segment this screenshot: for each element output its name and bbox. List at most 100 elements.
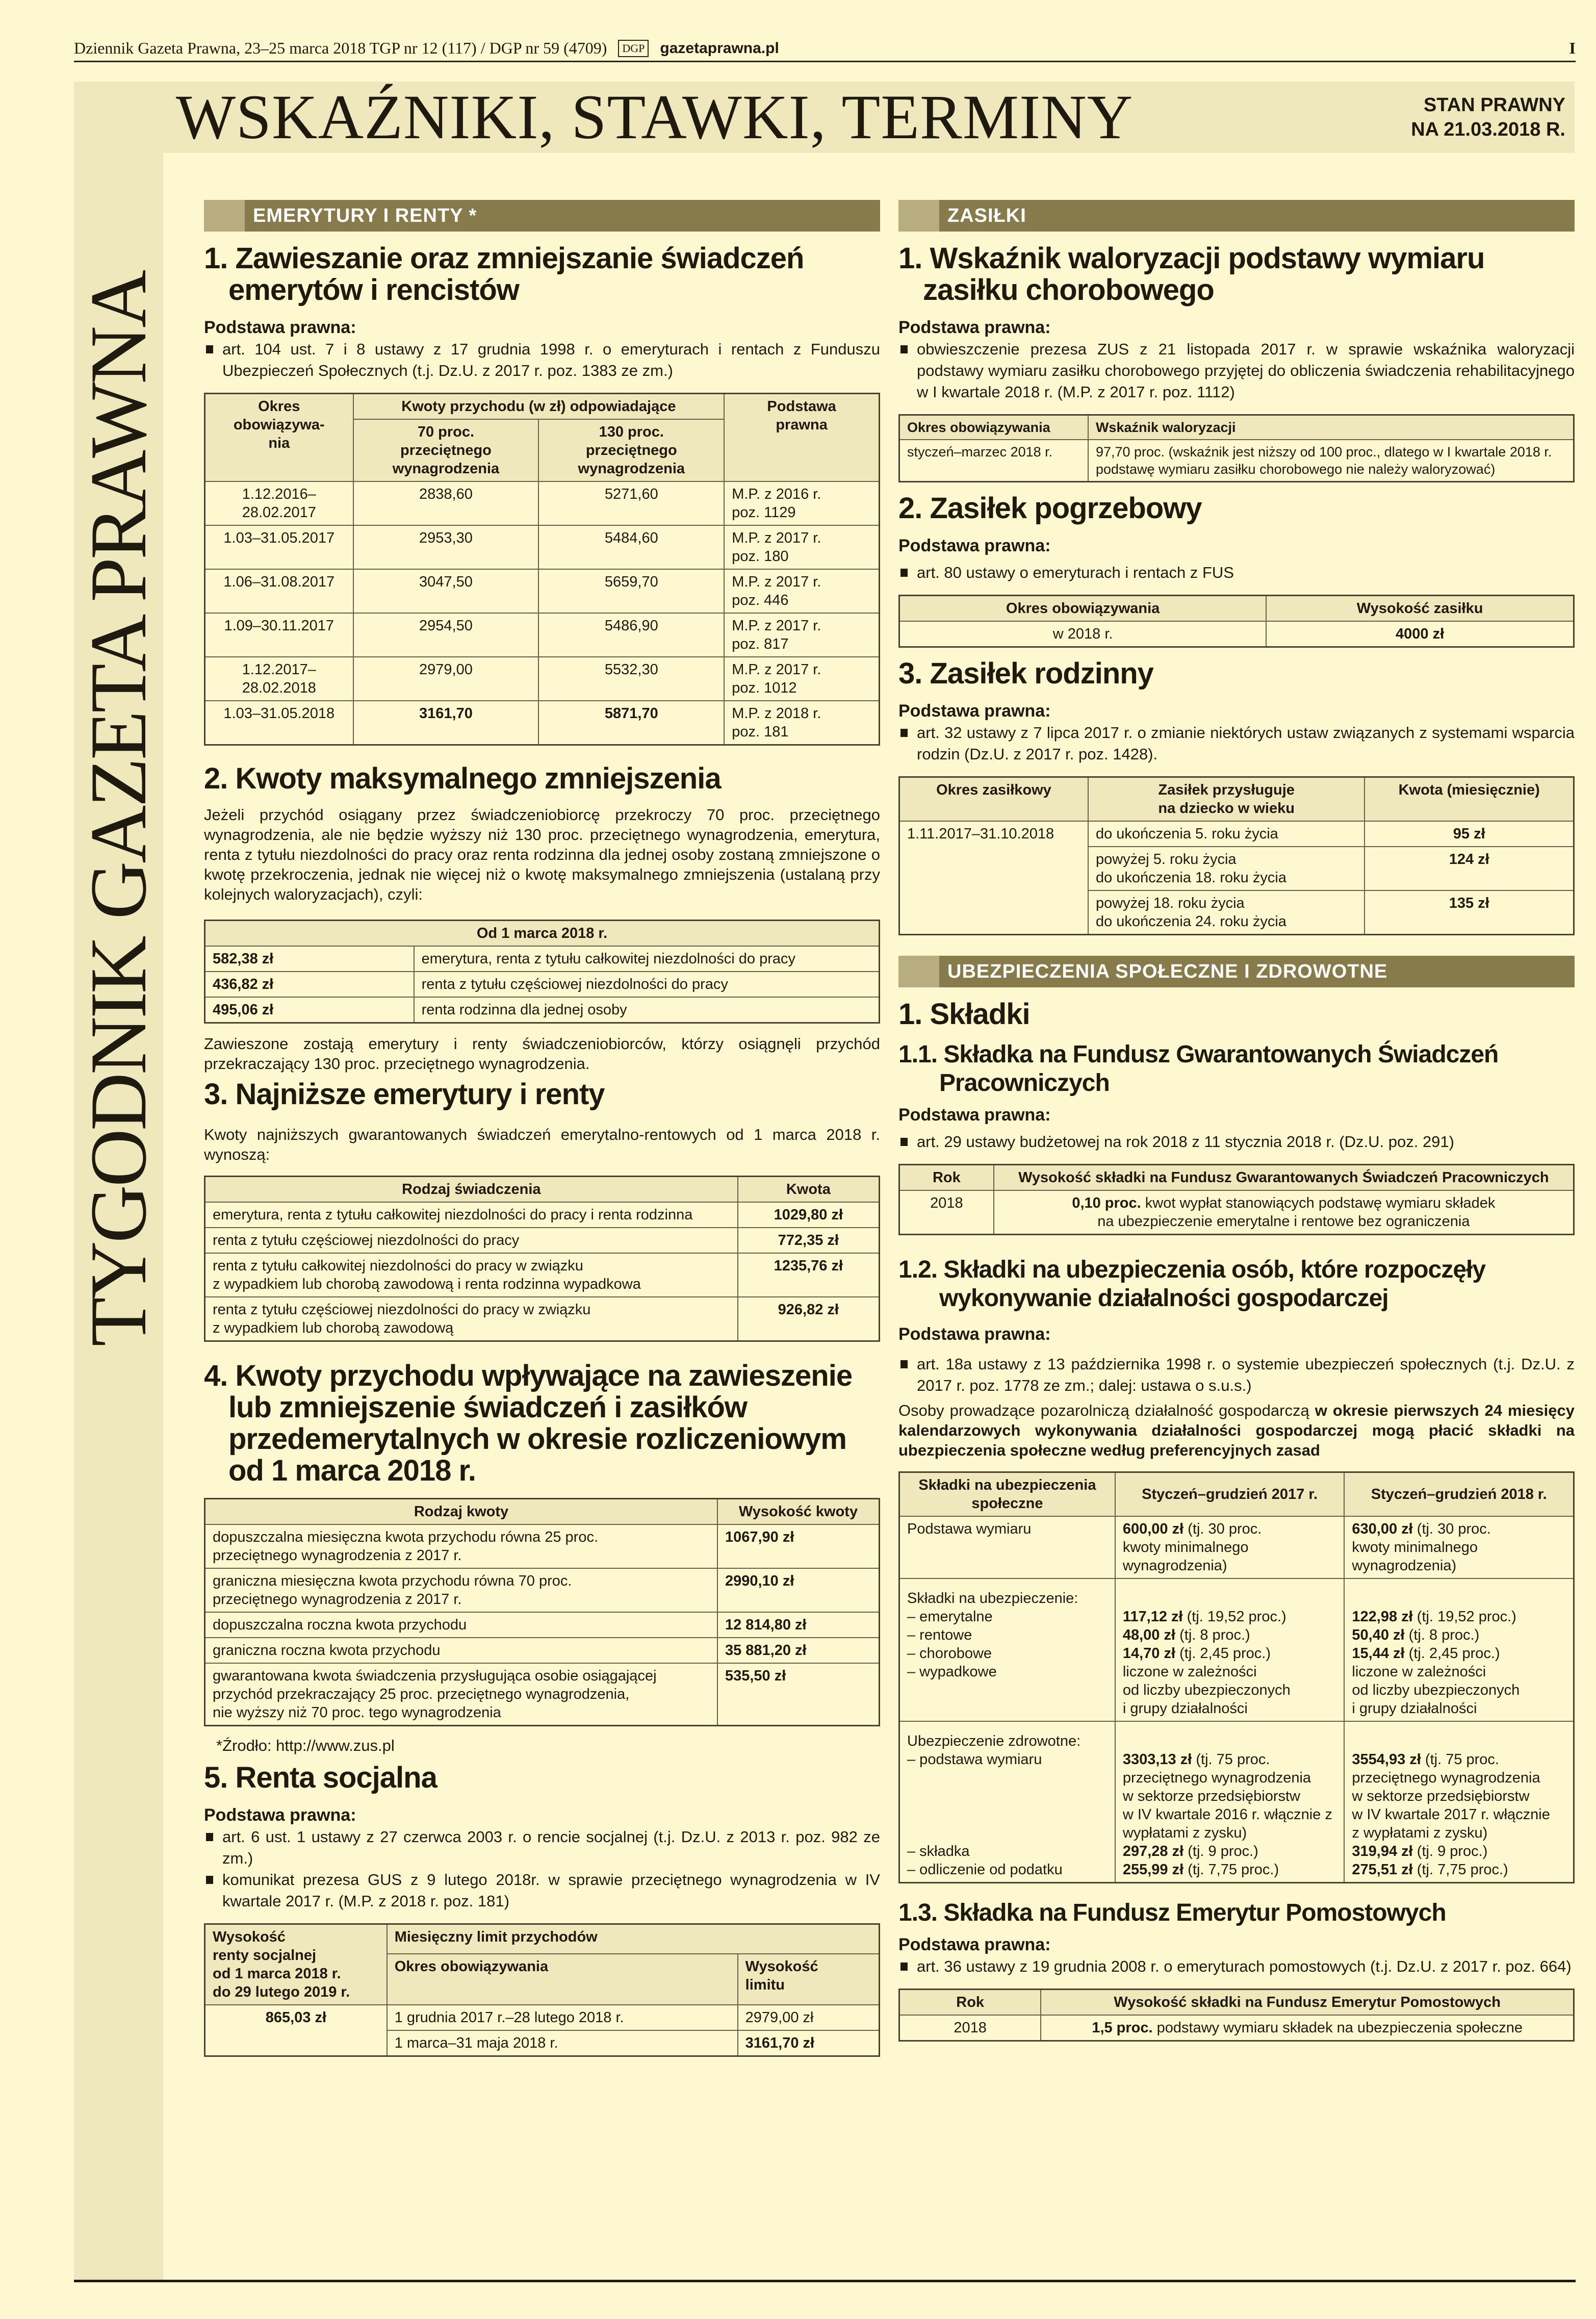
cell: 436,82 zł [204, 971, 415, 998]
th: Kwota (miesięcznie) [1364, 776, 1575, 822]
value-line: 3303,13 zł (tj. 75 proc. przeciętnego wy… [1123, 1750, 1337, 1842]
side-band [74, 82, 163, 2280]
th: Okres obowiązywa- nia [204, 393, 354, 482]
value-bold: 319,94 zł [1352, 1843, 1413, 1859]
cell: 97,70 proc. (wskaźnik jest niższy od 100… [1087, 439, 1575, 482]
table-row: gwarantowana kwota świadczenia przysługu… [204, 1663, 880, 1726]
section-header: UBEZPIECZENIA SPOŁECZNE I ZDROWOTNE [898, 956, 1575, 987]
table-row: 1.03–31.05.2017 2953,30 5484,60 M.P. z 2017… [204, 525, 880, 570]
section-header: EMERYTURY I RENTY * [204, 200, 880, 232]
table-row: graniczna roczna kwota przychodu 35 881,2… [204, 1637, 880, 1664]
cell: powyżej 5. roku życia do ukończenia 18. … [1087, 846, 1366, 891]
cell: 3047,50 [352, 569, 539, 614]
cell: emerytura, renta z tytułu całkowitej nie… [413, 946, 880, 972]
cell: 122,98 zł (tj. 19,52 proc.) 50,40 zł (tj.… [1344, 1578, 1575, 1722]
table-row: dopuszczalna miesięczna kwota przychodu … [204, 1524, 880, 1569]
legal-status: STAN PRAWNY NA 21.03.2018 R. [1411, 93, 1565, 142]
legal-basis-label: Podstawa prawna: [898, 701, 1051, 721]
th: Okres obowiązywania [898, 414, 1089, 440]
cell: dopuszczalna roczna kwota przychodu [204, 1612, 718, 1638]
value-bold: 275,51 zł [1352, 1862, 1413, 1878]
cell: 1.03–31.05.2018 [204, 700, 354, 746]
th: Miesięczny limit przychodów [386, 1923, 880, 1955]
legal-basis-label: Podstawa prawna: [204, 318, 356, 337]
cell: 124 zł [1364, 846, 1575, 891]
cell: 2018 [898, 1190, 994, 1235]
cell: 2990,10 zł [716, 1568, 880, 1613]
table-row: emerytura, renta z tytułu całkowitej nie… [204, 1202, 880, 1228]
th: Składki na ubezpieczenia społeczne [898, 1471, 1116, 1517]
cell: M.P. z 2017 r. poz. 446 [724, 569, 880, 614]
value-bold: 48,00 zł [1122, 1627, 1176, 1643]
value-text: (tj. 75 proc. przeciętnego wynagrodzenia… [1352, 1751, 1550, 1841]
cell: 1.03–31.05.2017 [204, 525, 354, 570]
value-text: (tj. 19,52 proc.) [1412, 1609, 1516, 1625]
heading: 1. Wskaźnik waloryzacji podstawy wymiaru… [898, 242, 1485, 307]
value-bold: 3554,93 zł [1352, 1751, 1421, 1768]
table-row: 495,06 zł renta rodzinna dla jednej osoby [204, 997, 880, 1024]
legal-basis-label: Podstawa prawna: [898, 1324, 1051, 1344]
cell: M.P. z 2017 r. poz. 1012 [724, 656, 880, 701]
th: Styczeń–grudzień 2018 r. [1344, 1471, 1575, 1517]
cell: M.P. z 2018 r. poz. 181 [724, 700, 880, 746]
table-funeral-allowance: Okres obowiązywania Wysokość zasiłku w 20… [898, 595, 1575, 648]
table-row: 2018 1,5 proc. podstawy wymiaru składek n… [898, 2015, 1575, 2042]
paragraph: Osoby prowadzące pozarolniczą działalnoś… [898, 1400, 1575, 1460]
value-bold: 1,5 proc. [1092, 2020, 1153, 2036]
bullet: komunikat prezesa GUS z 9 lutego 2018r. … [204, 1869, 880, 1912]
bullet: art. 29 ustawy budżetowej na rok 2018 z … [898, 1131, 1575, 1153]
cell: 5486,90 [538, 613, 725, 657]
value-line: 48,00 zł (tj. 8 proc.) [1123, 1626, 1337, 1644]
value-text: kwot wypłat stanowiących podstawę wymiar… [1097, 1195, 1496, 1230]
value-text: (tj. 2,45 proc.) [1175, 1645, 1271, 1662]
cell: 600,00 zł (tj. 30 proc. kwoty minimalneg… [1114, 1516, 1345, 1579]
masthead: Dziennik Gazeta Prawna, 23–25 marca 2018… [74, 36, 1576, 62]
bottom-rule [74, 2280, 1576, 2282]
value-line: 319,94 zł (tj. 9 proc.) [1352, 1842, 1566, 1861]
table-row: Ubezpieczenie zdrowotne: – podstawa wymi… [898, 1721, 1575, 1883]
heading: 3. Zasiłek rodzinny [898, 657, 1154, 690]
cell: 117,12 zł (tj. 19,52 proc.) 48,00 zł (tj.… [1114, 1578, 1345, 1722]
paragraph-text: Osoby prowadzące pozarolniczą działalnoś… [898, 1401, 1315, 1419]
value-text: (tj. 9 proc.) [1183, 1843, 1258, 1859]
right-column: ZASIŁKI 1. Wskaźnik waloryzacji podstawy… [898, 200, 1575, 2052]
cell: 5271,60 [538, 481, 725, 526]
table-row: renta z tytułu częściowej niezdolności d… [204, 1296, 880, 1342]
value-line: 117,12 zł (tj. 19,52 proc.) [1123, 1608, 1337, 1626]
cell: 1.11.2017–31.10.2018 [898, 821, 1089, 935]
value-text: (tj. 7,75 proc.) [1412, 1862, 1508, 1878]
table-valorization: Okres obowiązywania Wskaźnik waloryzacji … [898, 414, 1575, 482]
cell: Podstawa wymiaru [898, 1516, 1116, 1579]
value-bold: 3303,13 zł [1122, 1751, 1192, 1768]
cell: 3554,93 zł (tj. 75 proc. przeciętnego wy… [1344, 1721, 1575, 1883]
cell: 1 marca–31 maja 2018 r. [386, 2030, 738, 2057]
cell: emerytura, renta z tytułu całkowitej nie… [204, 1202, 738, 1228]
cell: 5659,70 [538, 569, 725, 614]
cell: M.P. z 2016 r. poz. 1129 [724, 481, 880, 526]
cell: 1235,76 zł [737, 1253, 880, 1297]
table-social-pension: Wysokość renty socjalnej od 1 marca 2018… [204, 1923, 880, 2057]
value-text: (tj. 9 proc.) [1412, 1843, 1488, 1859]
th: Od 1 marca 2018 r. [204, 920, 880, 947]
th: Wysokość zasiłku [1266, 595, 1575, 622]
value-line: 122,98 zł (tj. 19,52 proc.) [1352, 1608, 1566, 1626]
table-row: graniczna miesięczna kwota przychodu rów… [204, 1568, 880, 1613]
value-line: 15,44 zł (tj. 2,45 proc.) [1352, 1644, 1566, 1663]
value-bold: 15,44 zł [1352, 1645, 1405, 1662]
value-line: 50,40 zł (tj. 8 proc.) [1352, 1626, 1566, 1644]
source-note: *Źrodło: http://www.zus.pl [216, 1737, 395, 1754]
table-family-allowance: Okres zasiłkowy Zasiłek przysługuje na dz… [898, 776, 1575, 935]
section-label: ZASIŁKI [939, 200, 1575, 232]
bullet: art. 36 ustawy z 19 grudnia 2008 r. o em… [898, 1956, 1575, 1977]
cell: 1067,90 zł [716, 1524, 880, 1569]
cell: renta z tytułu częściowej niezdolności d… [413, 971, 880, 998]
heading: 2. Zasiłek pogrzebowy [898, 492, 1202, 525]
cell: 582,38 zł [204, 946, 415, 972]
paragraph-bold: w okresie pierwszych 24 miesięcy kalenda… [898, 1401, 1575, 1459]
site-link[interactable]: gazetaprawna.pl [660, 39, 779, 57]
cell: 3161,70 zł [737, 2030, 880, 2057]
cell: styczeń–marzec 2018 r. [898, 439, 1089, 482]
cell: renta z tytułu częściowej niezdolności d… [204, 1227, 738, 1254]
cell: 12 814,80 zł [716, 1612, 880, 1638]
table-row: 582,38 zł emerytura, renta z tytułu całko… [204, 946, 880, 972]
